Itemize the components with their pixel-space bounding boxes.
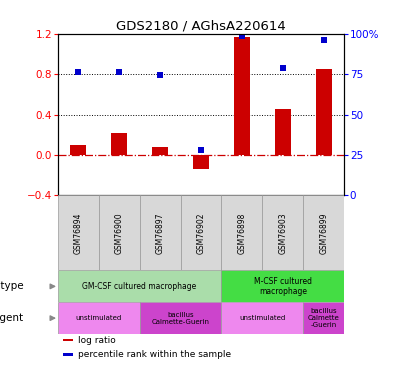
Text: GSM76897: GSM76897 — [156, 212, 164, 254]
Text: GM-CSF cultured macrophage: GM-CSF cultured macrophage — [82, 282, 197, 291]
Bar — [58, 270, 221, 302]
Bar — [303, 195, 344, 270]
Text: bacillus
Calmette
-Guerin: bacillus Calmette -Guerin — [308, 308, 339, 328]
Bar — [262, 195, 303, 270]
Bar — [111, 133, 127, 155]
Text: cell type: cell type — [0, 281, 24, 291]
Bar — [58, 302, 140, 334]
Text: unstimulated: unstimulated — [76, 315, 122, 321]
Bar — [193, 155, 209, 169]
Bar — [221, 302, 303, 334]
Text: percentile rank within the sample: percentile rank within the sample — [78, 350, 231, 359]
Bar — [63, 353, 74, 356]
Point — [157, 72, 163, 78]
Text: GSM76894: GSM76894 — [74, 212, 83, 254]
Text: bacillus
Calmette-Guerin: bacillus Calmette-Guerin — [152, 312, 209, 325]
Bar — [181, 195, 221, 270]
Point — [321, 37, 327, 43]
Bar — [234, 37, 250, 155]
Bar — [316, 69, 332, 155]
Bar — [140, 195, 181, 270]
Bar — [70, 145, 86, 155]
Bar — [58, 195, 99, 270]
Text: GSM76903: GSM76903 — [278, 212, 287, 254]
Point — [239, 33, 245, 39]
Bar — [99, 195, 140, 270]
Text: GSM76900: GSM76900 — [115, 212, 124, 254]
Bar — [221, 270, 344, 302]
Text: GSM76899: GSM76899 — [319, 212, 328, 254]
Text: GSM76898: GSM76898 — [238, 212, 246, 254]
Bar — [63, 339, 74, 341]
Point — [280, 65, 286, 71]
Bar — [140, 302, 221, 334]
Text: GSM76902: GSM76902 — [197, 212, 205, 254]
Point — [198, 147, 204, 153]
Bar — [275, 108, 291, 155]
Bar — [152, 147, 168, 155]
Text: log ratio: log ratio — [78, 336, 115, 345]
Point — [116, 69, 122, 75]
Text: agent: agent — [0, 313, 24, 323]
Text: M-CSF cultured
macrophage: M-CSF cultured macrophage — [254, 277, 312, 296]
Title: GDS2180 / AGhsA220614: GDS2180 / AGhsA220614 — [116, 20, 286, 33]
Point — [75, 69, 81, 75]
Bar — [303, 302, 344, 334]
Text: unstimulated: unstimulated — [239, 315, 285, 321]
Bar — [221, 195, 262, 270]
